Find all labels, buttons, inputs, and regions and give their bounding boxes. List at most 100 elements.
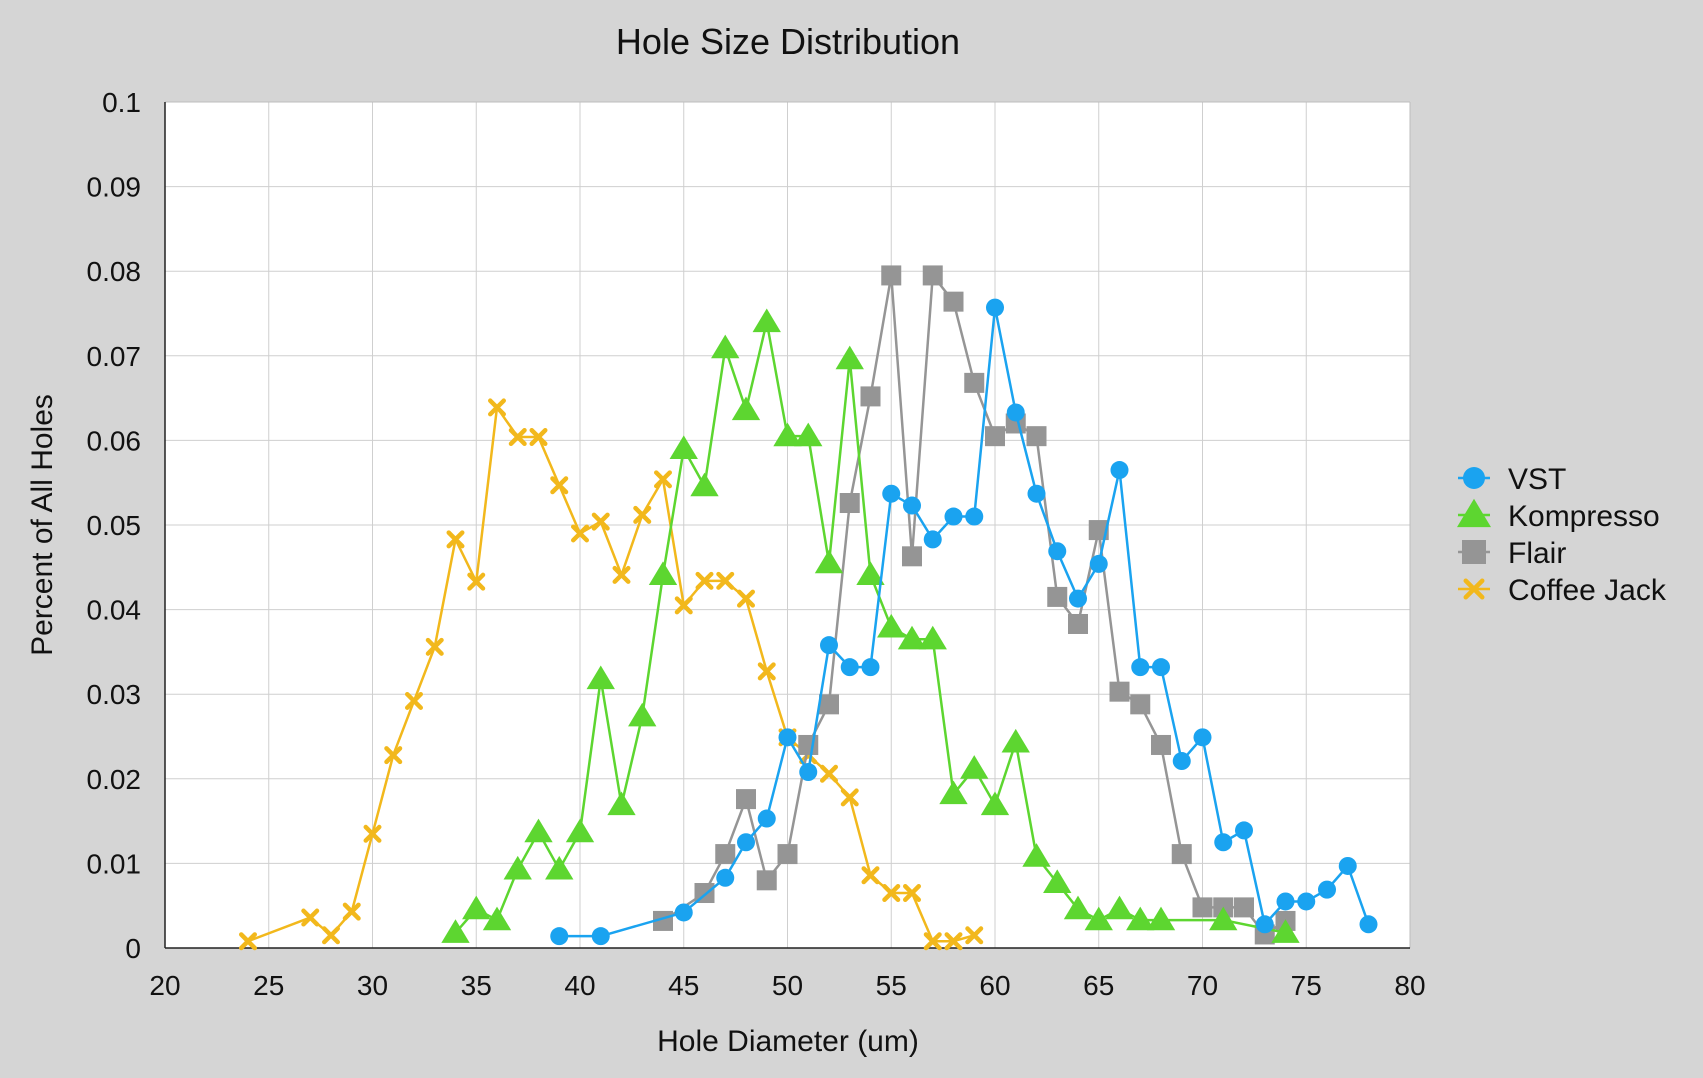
data-point-coffee-jack — [405, 691, 423, 710]
x-tick-label: 75 — [1291, 970, 1322, 1001]
data-point-kompresso — [1146, 906, 1176, 931]
data-point-coffee-jack — [591, 512, 610, 531]
data-point-coffee-jack — [363, 824, 382, 843]
legend-label: Kompresso — [1508, 500, 1660, 533]
data-point-kompresso — [877, 613, 906, 638]
legend-marker-vst — [1463, 467, 1485, 489]
series-vst — [550, 298, 1378, 946]
data-point-flair — [860, 386, 881, 407]
legend-marker-kompresso — [1456, 498, 1492, 528]
data-point-kompresso — [980, 791, 1010, 816]
data-point-coffee-jack — [322, 926, 340, 945]
data-point-kompresso — [1063, 895, 1093, 920]
data-point-kompresso — [711, 334, 740, 359]
x-tick-label: 70 — [1187, 970, 1218, 1001]
data-point-coffee-jack — [342, 902, 361, 921]
data-point-kompresso — [1126, 906, 1155, 931]
data-point-kompresso — [607, 791, 636, 816]
data-point-coffee-jack — [861, 866, 880, 885]
series-coffee-jack — [239, 398, 984, 951]
data-point-vst — [674, 903, 693, 922]
data-point-kompresso — [897, 625, 927, 650]
y-tick-label: 0.06 — [87, 425, 142, 456]
data-point-coffee-jack — [239, 932, 257, 951]
data-point-coffee-jack — [840, 788, 859, 807]
data-point-kompresso — [773, 422, 802, 447]
data-point-flair — [902, 546, 922, 567]
data-point-coffee-jack — [674, 596, 693, 615]
data-point-vst — [965, 507, 984, 526]
data-point-coffee-jack — [384, 746, 403, 765]
data-point-vst — [1172, 752, 1191, 771]
y-tick-label: 0.01 — [87, 848, 142, 879]
data-point-vst — [1131, 658, 1150, 677]
x-tick-label: 35 — [461, 970, 492, 1001]
data-point-flair — [1151, 734, 1171, 755]
data-point-vst — [799, 763, 818, 782]
data-point-coffee-jack — [757, 662, 776, 681]
data-point-flair — [943, 291, 964, 312]
data-point-coffee-jack — [488, 398, 506, 417]
legend-item-coffee-jack: Coffee Jack — [1458, 574, 1667, 607]
data-point-kompresso — [628, 702, 657, 727]
data-point-kompresso — [648, 561, 678, 586]
x-axis-tick-labels: 20 25 30 35 40 45 50 55 60 65 70 75 80 — [149, 970, 1425, 1001]
data-point-kompresso — [1043, 869, 1072, 893]
data-point-flair — [736, 789, 756, 810]
data-point-vst — [1318, 880, 1336, 899]
data-point-flair — [1234, 897, 1254, 918]
x-tick-label: 25 — [253, 970, 284, 1001]
data-point-flair — [715, 844, 736, 865]
data-point-vst — [840, 658, 859, 677]
y-tick-label: 0.1 — [102, 87, 141, 118]
x-tick-label: 65 — [1083, 970, 1114, 1001]
data-point-kompresso — [545, 855, 574, 880]
x-tick-label: 60 — [979, 970, 1010, 1001]
data-point-flair — [798, 734, 819, 755]
data-point-vst — [737, 833, 755, 852]
x-tick-label: 45 — [668, 970, 699, 1001]
legend-item-flair: Flair — [1458, 537, 1566, 570]
data-point-kompresso — [1271, 919, 1300, 943]
data-point-coffee-jack — [903, 884, 921, 903]
data-point-vst — [1297, 892, 1316, 911]
data-point-flair — [1130, 694, 1151, 715]
data-point-kompresso — [1001, 728, 1030, 753]
data-point-vst — [591, 927, 610, 946]
data-point-kompresso — [794, 422, 823, 447]
x-tick-label: 80 — [1394, 970, 1425, 1001]
x-tick-label: 40 — [564, 970, 595, 1001]
x-tick-label: 20 — [149, 970, 180, 1001]
data-point-flair — [819, 694, 839, 715]
data-point-coffee-jack — [550, 476, 569, 495]
x-tick-label: 55 — [876, 970, 907, 1001]
data-point-kompresso — [524, 818, 553, 843]
data-point-kompresso — [441, 919, 470, 943]
legend: VST Kompresso Flair Coffee Jack — [1456, 463, 1667, 607]
x-axis-title: Hole Diameter (um) — [657, 1025, 919, 1058]
data-point-vst — [1235, 821, 1253, 840]
data-point-kompresso — [856, 561, 885, 586]
data-point-kompresso — [835, 345, 864, 370]
data-point-kompresso — [814, 549, 844, 574]
data-point-vst — [1027, 484, 1046, 503]
data-point-coffee-jack — [508, 428, 527, 447]
chart-title: Hole Size Distribution — [616, 21, 960, 62]
data-point-kompresso — [482, 906, 512, 931]
data-point-coffee-jack — [425, 637, 444, 656]
data-point-coffee-jack — [654, 470, 672, 489]
data-point-vst — [820, 636, 838, 655]
data-point-kompresso — [752, 308, 781, 333]
legend-item-kompresso: Kompresso — [1456, 498, 1660, 533]
data-point-kompresso — [1209, 906, 1238, 931]
data-point-coffee-jack — [716, 571, 735, 590]
data-point-kompresso — [731, 396, 761, 421]
y-axis-title: Percent of All Holes — [26, 394, 59, 656]
legend-label: Coffee Jack — [1508, 574, 1667, 607]
data-point-flair — [1068, 613, 1088, 634]
data-point-vst — [1048, 542, 1067, 561]
legend-marker-coffee-jack — [1463, 578, 1485, 600]
data-point-coffee-jack — [695, 571, 714, 590]
data-point-vst — [986, 298, 1004, 317]
